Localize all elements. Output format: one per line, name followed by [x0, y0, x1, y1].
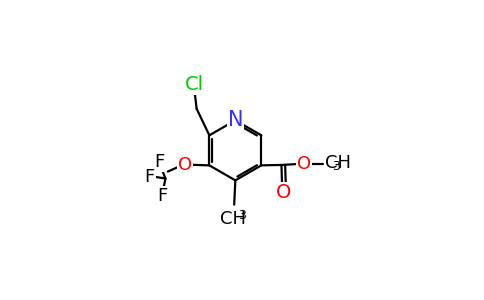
Text: N: N — [227, 110, 243, 130]
Text: F: F — [145, 168, 155, 186]
Text: O: O — [276, 183, 292, 202]
Text: F: F — [157, 187, 167, 205]
Text: CH: CH — [325, 154, 351, 172]
Text: 3: 3 — [332, 160, 340, 173]
Text: CH: CH — [220, 210, 246, 228]
Text: F: F — [154, 153, 164, 171]
Text: O: O — [178, 156, 192, 174]
Text: 3: 3 — [238, 209, 246, 222]
Text: Cl: Cl — [185, 76, 204, 94]
Text: O: O — [297, 155, 311, 173]
